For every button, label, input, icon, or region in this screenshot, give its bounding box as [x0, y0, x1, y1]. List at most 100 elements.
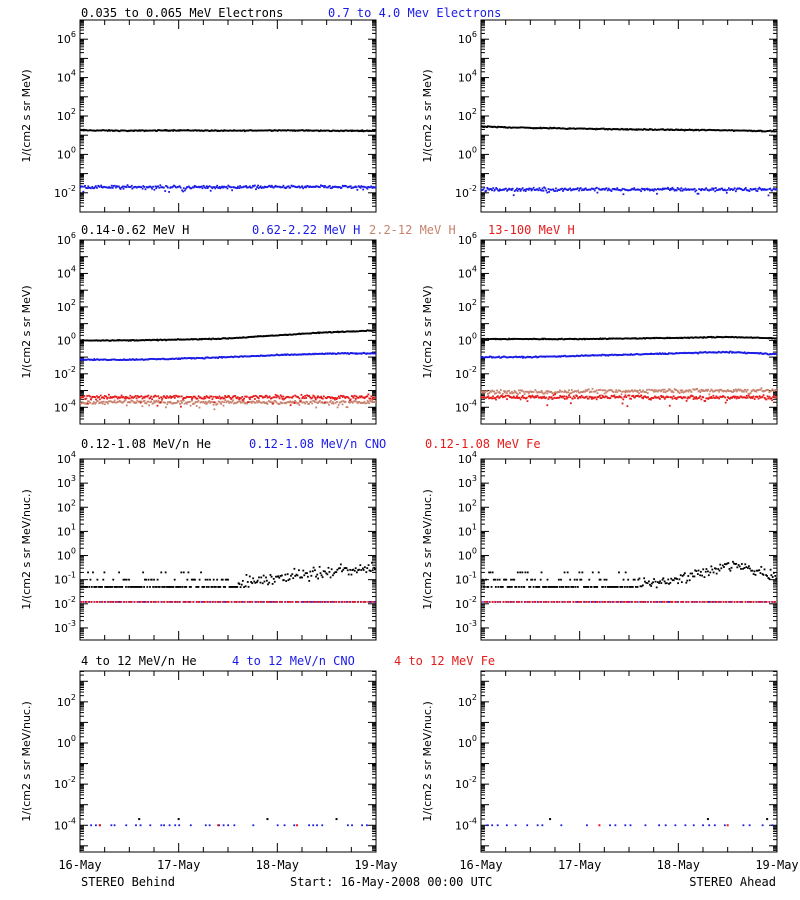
data-point [498, 392, 501, 394]
data-point [185, 402, 188, 405]
data-point [145, 395, 148, 398]
data-point [145, 358, 148, 361]
data-point [160, 571, 163, 574]
data-point [513, 391, 515, 394]
data-point [691, 351, 694, 354]
data-point [150, 129, 153, 132]
data-point [483, 186, 486, 189]
data-point [709, 571, 712, 574]
data-point [177, 395, 179, 398]
data-point [734, 563, 737, 565]
data-point [372, 600, 375, 603]
data-point [327, 331, 329, 334]
data-point [128, 397, 131, 400]
data-point [672, 579, 675, 582]
series-tan [481, 387, 777, 400]
data-point [517, 356, 519, 358]
data-point [768, 600, 771, 603]
data-point [592, 354, 595, 357]
data-point [693, 187, 696, 190]
data-point [351, 569, 354, 572]
data-point [567, 188, 570, 191]
data-point [301, 401, 303, 404]
data-point [186, 186, 189, 188]
data-point [530, 395, 533, 398]
data-point [714, 190, 717, 193]
data-point [684, 824, 687, 827]
data-point [721, 564, 724, 567]
data-point [486, 824, 489, 827]
data-point [366, 395, 369, 397]
data-point [195, 338, 198, 341]
data-point [642, 389, 644, 392]
data-point [572, 188, 575, 191]
data-point [314, 401, 316, 403]
data-point [633, 353, 635, 356]
data-point [610, 395, 613, 397]
data-point [190, 129, 193, 132]
data-point [299, 333, 302, 336]
data-point [589, 586, 592, 588]
data-point [195, 586, 198, 588]
data-point [236, 336, 238, 339]
data-point [358, 186, 361, 188]
data-point [545, 189, 548, 192]
data-point [216, 337, 219, 340]
data-point [533, 396, 536, 399]
data-point [559, 389, 561, 392]
data-point [492, 125, 494, 128]
data-point [183, 402, 186, 405]
data-point [493, 338, 495, 340]
data-point [757, 188, 760, 190]
data-point [702, 351, 704, 354]
data-point [336, 129, 339, 132]
data-point [129, 401, 132, 404]
data-point [252, 824, 255, 827]
data-point [81, 129, 84, 132]
data-point [726, 389, 729, 391]
data-point [328, 403, 330, 406]
data-point [566, 571, 569, 574]
data-point [504, 338, 506, 340]
data-point [572, 395, 575, 398]
data-point [321, 129, 323, 132]
data-point [488, 600, 491, 603]
data-point [515, 392, 518, 395]
data-point [627, 394, 630, 397]
data-point [263, 600, 266, 603]
data-point [520, 600, 523, 603]
data-point [158, 586, 161, 588]
data-point [498, 578, 501, 581]
data-point [519, 571, 522, 574]
data-point [685, 399, 688, 402]
data-point [551, 392, 554, 394]
data-point [584, 338, 587, 340]
data-point [605, 391, 608, 394]
data-points [90, 818, 368, 827]
data-point [516, 187, 518, 190]
data-point [342, 130, 345, 133]
data-point [611, 337, 614, 340]
data-point [250, 354, 253, 357]
data-point [662, 577, 665, 580]
data-point [572, 337, 575, 340]
data-point [276, 354, 279, 356]
data-point [486, 126, 488, 128]
data-point [510, 586, 513, 588]
data-point [367, 185, 370, 188]
data-point [563, 398, 566, 400]
data-point [160, 358, 162, 360]
data-point [680, 352, 683, 354]
data-point [485, 397, 487, 399]
data-point [87, 402, 89, 405]
data-point [217, 397, 220, 399]
data-point [206, 356, 209, 359]
data-point [760, 600, 762, 603]
data-point [300, 576, 302, 579]
data-point [506, 189, 509, 192]
data-point [118, 130, 121, 133]
data-point [88, 358, 91, 361]
data-point [153, 400, 156, 403]
data-point [91, 129, 94, 132]
data-point [507, 188, 509, 191]
